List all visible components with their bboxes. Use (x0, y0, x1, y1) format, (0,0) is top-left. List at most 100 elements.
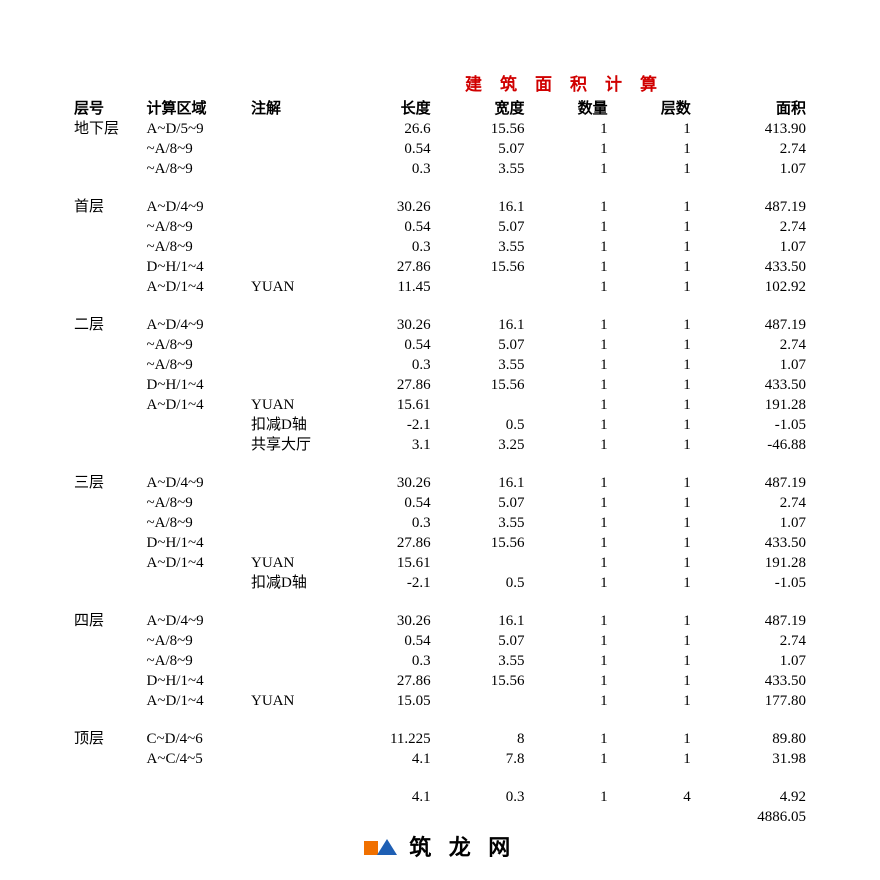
cell: 1 (612, 277, 695, 297)
cell (70, 631, 143, 651)
cell: 1 (528, 651, 611, 671)
logo-square-left (364, 841, 378, 855)
cell (247, 139, 341, 159)
cell: 2.74 (695, 335, 810, 355)
cell: 3.55 (435, 513, 529, 533)
cell (247, 257, 341, 277)
cell: 1 (612, 119, 695, 139)
cell: 15.61 (341, 395, 435, 415)
cell: 4.92 (695, 787, 810, 807)
cell: 5.07 (435, 631, 529, 651)
table-row: 四层A~D/4~930.2616.111487.19 (70, 611, 810, 631)
cell: 1 (528, 277, 611, 297)
cell: 1 (612, 473, 695, 493)
cell: YUAN (247, 277, 341, 297)
cell: A~D/1~4 (143, 553, 247, 573)
cell: 487.19 (695, 315, 810, 335)
cell: ~A/8~9 (143, 513, 247, 533)
cell (70, 335, 143, 355)
cell: 0.3 (341, 355, 435, 375)
cell: A~D/1~4 (143, 691, 247, 711)
logo-triangle-icon (377, 839, 397, 855)
cell: 1 (612, 749, 695, 769)
cell (70, 691, 143, 711)
cell: 0.54 (341, 139, 435, 159)
total-row: 4886.05 (70, 807, 810, 827)
table-row: ~A/8~90.545.07112.74 (70, 631, 810, 651)
cell (143, 787, 247, 807)
cell: 433.50 (695, 671, 810, 691)
cell: 顶层 (70, 729, 143, 749)
cell (247, 217, 341, 237)
cell (70, 533, 143, 553)
cell: 扣减D轴 (247, 573, 341, 593)
table-row: 地下层A~D/5~926.615.5611413.90 (70, 119, 810, 139)
cell: 3.25 (435, 435, 529, 455)
cell (247, 749, 341, 769)
cell: 1 (612, 691, 695, 711)
cell: 1 (612, 631, 695, 651)
cell (247, 197, 341, 217)
table-row: D~H/1~427.8615.5611433.50 (70, 533, 810, 553)
cell: 5.07 (435, 217, 529, 237)
cell: 1 (528, 395, 611, 415)
cell: 16.1 (435, 197, 529, 217)
cell: 15.56 (435, 119, 529, 139)
cell: 1 (528, 217, 611, 237)
cell: -1.05 (695, 573, 810, 593)
table-row: A~C/4~54.17.81131.98 (70, 749, 810, 769)
cell: 4 (612, 787, 695, 807)
cell: 1 (612, 513, 695, 533)
cell: A~D/4~9 (143, 473, 247, 493)
cell: 3.55 (435, 159, 529, 179)
cell: 共享大厅 (247, 435, 341, 455)
cell (247, 335, 341, 355)
cell: 8 (435, 729, 529, 749)
cell: 30.26 (341, 473, 435, 493)
cell: 三层 (70, 473, 143, 493)
cell: 1 (612, 435, 695, 455)
cell: 1 (528, 237, 611, 257)
footer-text: 筑 龙 网 (409, 835, 516, 860)
cell: 1 (528, 631, 611, 651)
cell (70, 355, 143, 375)
cell: 4.1 (341, 749, 435, 769)
cell: 2.74 (695, 493, 810, 513)
cell: 1 (612, 729, 695, 749)
cell: YUAN (247, 691, 341, 711)
group-spacer (70, 297, 810, 315)
cell (143, 573, 247, 593)
table-row: 共享大厅3.13.2511-46.88 (70, 435, 810, 455)
cell: 1 (612, 533, 695, 553)
cell: 1 (528, 139, 611, 159)
cell: D~H/1~4 (143, 257, 247, 277)
cell: 四层 (70, 611, 143, 631)
table-row: ~A/8~90.33.55111.07 (70, 355, 810, 375)
cell (247, 237, 341, 257)
cell: 1.07 (695, 355, 810, 375)
cell: 15.56 (435, 533, 529, 553)
cell: 0.3 (341, 513, 435, 533)
cell: 1 (528, 375, 611, 395)
cell: 1 (612, 671, 695, 691)
cell: 177.80 (695, 691, 810, 711)
cell: 1.07 (695, 513, 810, 533)
logo-icon (364, 838, 398, 855)
cell: ~A/8~9 (143, 493, 247, 513)
cell: 5.07 (435, 139, 529, 159)
cell (247, 787, 341, 807)
cell: -2.1 (341, 415, 435, 435)
cell (247, 533, 341, 553)
cell: 4.1 (341, 787, 435, 807)
cell: 1 (528, 473, 611, 493)
col-area: 面积 (695, 99, 810, 119)
cell: 1.07 (695, 237, 810, 257)
cell: 2.74 (695, 139, 810, 159)
cell: D~H/1~4 (143, 375, 247, 395)
cell: 15.61 (341, 553, 435, 573)
cell: 191.28 (695, 553, 810, 573)
cell: 1 (612, 139, 695, 159)
cell: 1 (612, 315, 695, 335)
cell: 487.19 (695, 197, 810, 217)
cell (143, 435, 247, 455)
